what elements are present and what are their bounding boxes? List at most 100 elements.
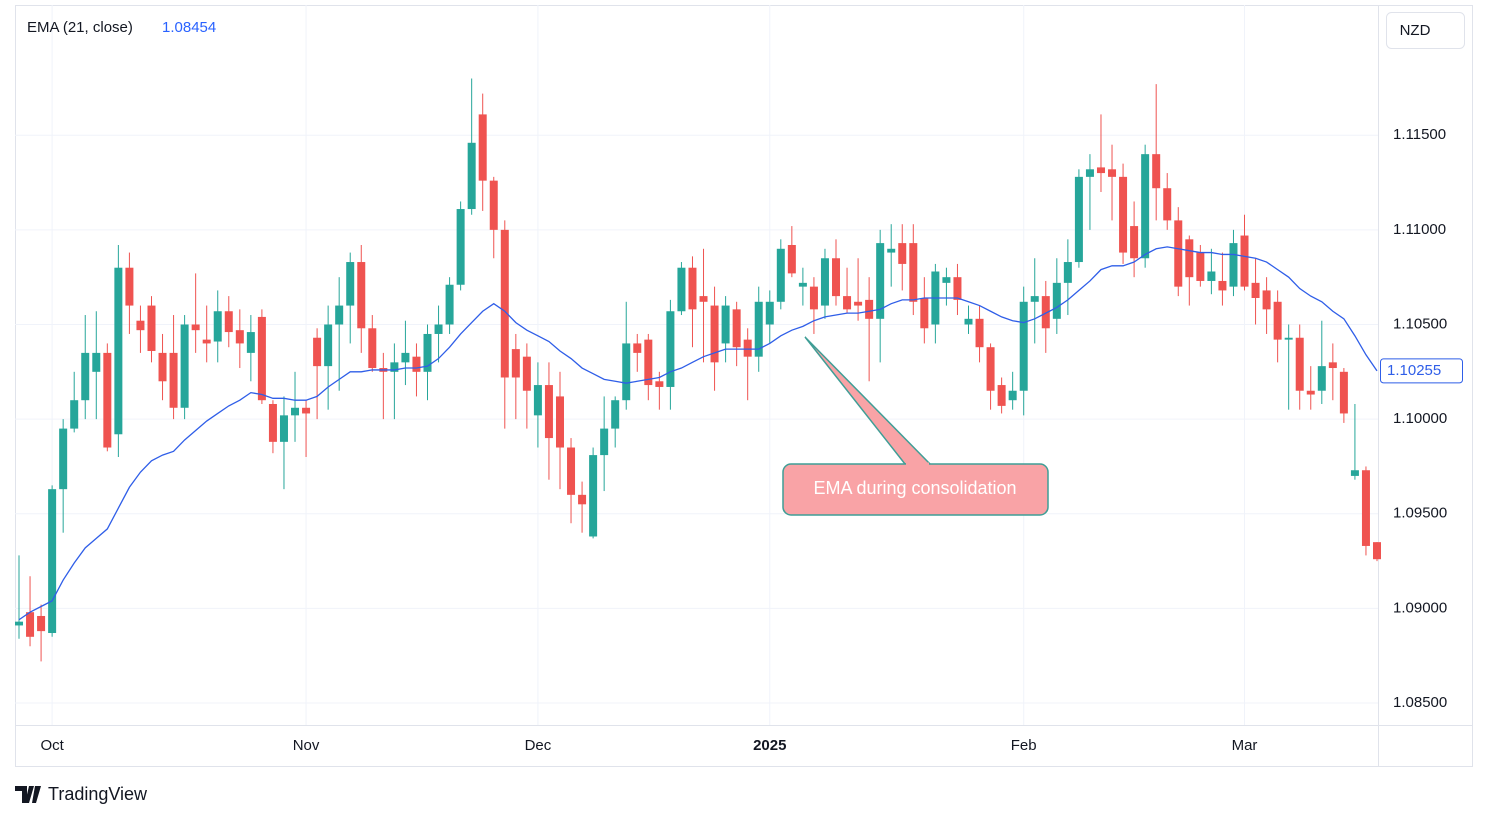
candle-body (92, 352, 101, 372)
candle-body (611, 400, 620, 429)
candle-body (235, 330, 244, 344)
candle-body (103, 352, 112, 448)
x-tick-label: Oct (40, 737, 64, 754)
candle-body (898, 243, 907, 264)
candle-body (544, 385, 553, 439)
candle-body (246, 332, 255, 353)
candle-body (765, 301, 774, 325)
candle-body (622, 343, 631, 401)
candle-body (787, 245, 796, 274)
candle-body (423, 333, 432, 372)
candle-body (1240, 235, 1249, 287)
candle-body (644, 339, 653, 386)
candle-body (1030, 296, 1039, 302)
candle-body (1019, 301, 1028, 391)
candle-body (1284, 337, 1293, 340)
candle-body (832, 258, 841, 297)
candle-body (920, 297, 929, 329)
candle-body (677, 267, 686, 312)
candle-body (986, 347, 995, 391)
candle-body (1041, 296, 1050, 329)
candle-body (401, 352, 410, 363)
candle-body (302, 407, 311, 414)
candle-body (1273, 301, 1282, 340)
candle-body (279, 415, 288, 442)
candle-body (555, 396, 564, 448)
candle-body (1207, 271, 1216, 281)
candle-body (26, 612, 35, 637)
candle-body (1229, 243, 1238, 287)
candle-body (600, 428, 609, 456)
candle-body (125, 267, 134, 306)
candle-body (997, 385, 1006, 406)
x-tick-label: Feb (1011, 737, 1037, 754)
candle-body (1085, 169, 1094, 177)
candle-body (1119, 176, 1128, 253)
candle-body (1306, 390, 1315, 395)
candle-body (1350, 470, 1359, 476)
candle-body (688, 267, 697, 310)
candle-body (202, 339, 211, 344)
candle-body (1108, 169, 1117, 177)
candle-body (456, 209, 465, 285)
candle-body (37, 615, 46, 632)
candle-body (511, 349, 520, 378)
currency-button[interactable] (1386, 12, 1465, 49)
candle-body (224, 311, 233, 333)
candle-body (522, 356, 531, 391)
candle-body (633, 343, 642, 353)
candle-body (390, 362, 399, 372)
ema-price-badge (1380, 358, 1463, 384)
x-tick-label: Mar (1232, 737, 1258, 754)
candle-body (59, 428, 68, 490)
chart-frame (15, 5, 1473, 767)
brand-logo (15, 786, 41, 803)
y-tick-label: 1.11500 (1393, 126, 1446, 143)
candle-body (1361, 470, 1370, 546)
candle-body (666, 311, 675, 387)
candle-body (346, 262, 355, 306)
candle-body (324, 324, 333, 367)
candle-body (1141, 154, 1150, 259)
labels: 1.08500 1.09000 1.09500 1.10000 1.10500 1.110… (40, 126, 1463, 754)
candle-body (191, 324, 200, 331)
candle-body (268, 403, 277, 442)
marks (15, 78, 1381, 662)
candle-body (1152, 154, 1161, 189)
ema-price-label: 1.10255 (1387, 362, 1441, 379)
candle-body (1295, 337, 1304, 391)
candle-body (964, 318, 973, 325)
currency-label[interactable]: NZD (1400, 22, 1431, 39)
candle-body (887, 248, 896, 253)
candle-body (158, 352, 167, 382)
candle-body (1185, 239, 1194, 278)
candle-body (1251, 282, 1260, 298)
candle-body (213, 311, 222, 342)
candle-body (975, 318, 984, 348)
candle-body (478, 114, 487, 181)
candle-body (854, 301, 863, 306)
candle-body (754, 301, 763, 357)
candle-body (798, 282, 807, 287)
y-tick-label: 1.10500 (1393, 315, 1447, 332)
candle-body (291, 407, 300, 416)
candle-body (865, 299, 874, 319)
candle-body (942, 277, 951, 283)
candle-body (1339, 371, 1348, 414)
candle-body (81, 352, 90, 401)
candle-body (1262, 290, 1271, 310)
annotation: EMA during consolidation (782, 336, 1049, 516)
candle-body (114, 267, 123, 435)
candle-body (136, 320, 145, 331)
candle-body (489, 180, 498, 230)
candle-body (1096, 167, 1105, 174)
candle-body (357, 262, 366, 329)
y-tick-label: 1.08500 (1393, 694, 1447, 711)
candle-body (1052, 282, 1061, 319)
candle-body (710, 305, 719, 363)
y-tick-label: 1.10000 (1393, 410, 1447, 427)
candle-body (1130, 226, 1139, 259)
candle-body (1218, 280, 1227, 291)
candle-body (578, 494, 587, 505)
